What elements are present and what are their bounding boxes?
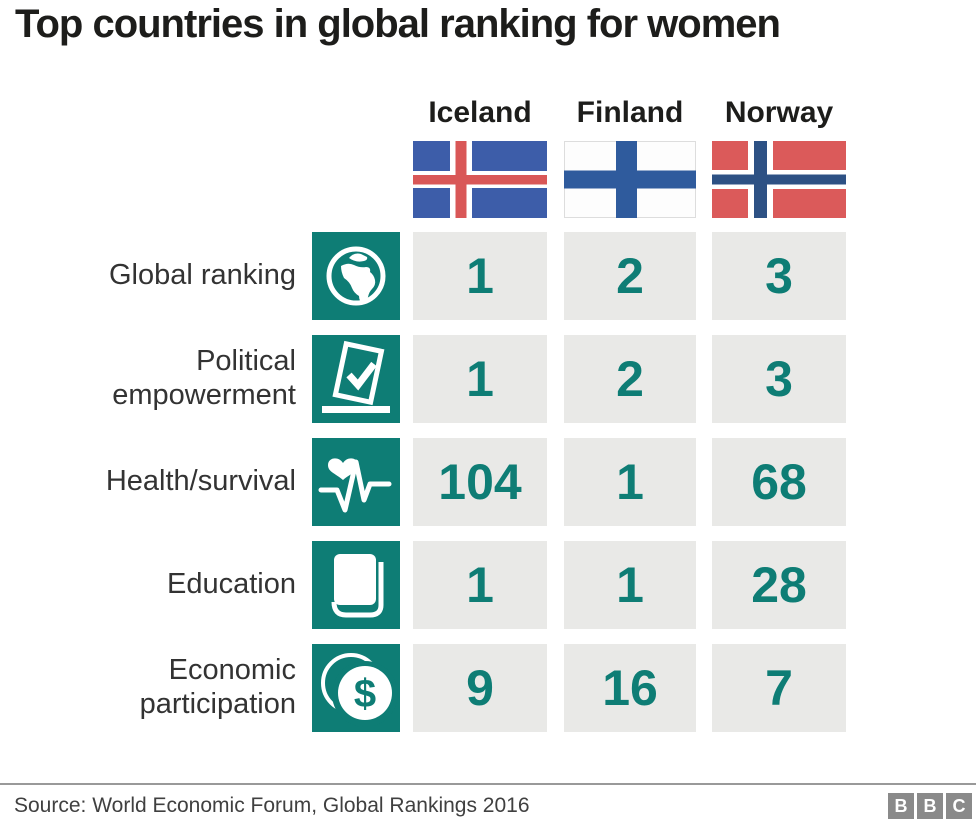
finland-flag-icon: [564, 141, 696, 218]
cell-health-norway: 68: [712, 438, 846, 526]
row-label-line: Health/survival: [105, 465, 296, 498]
cell-political-norway: 3: [712, 335, 846, 423]
coins-icon: $: [312, 644, 400, 732]
heart-pulse-icon: [312, 438, 400, 526]
row-label-line: Economic: [168, 654, 296, 687]
cell-education-finland: 1: [564, 541, 696, 629]
row-label-line: Education: [167, 568, 296, 601]
row-label-line: Political: [196, 345, 296, 378]
row-label-line: Global ranking: [109, 259, 296, 292]
bbc-logo-block: B: [917, 793, 943, 819]
row-label-line: empowerment: [112, 379, 296, 411]
cell-global-ranking-iceland: 1: [413, 232, 547, 320]
ballot-box-icon: [312, 335, 400, 423]
svg-text:$: $: [354, 672, 376, 716]
norway-flag-icon: [712, 141, 846, 218]
cell-political-iceland: 1: [413, 335, 547, 423]
iceland-flag-icon: [413, 141, 547, 218]
row-label-education: Education: [0, 541, 296, 629]
book-icon: [312, 541, 400, 629]
row-label-political-empowerment: Political empowerment: [0, 335, 296, 423]
cell-global-ranking-finland: 2: [564, 232, 696, 320]
cell-education-iceland: 1: [413, 541, 547, 629]
row-label-global-ranking: Global ranking: [0, 232, 296, 320]
cell-global-ranking-norway: 3: [712, 232, 846, 320]
cell-education-norway: 28: [712, 541, 846, 629]
source-text: Source: World Economic Forum, Global Ran…: [14, 794, 530, 817]
cell-economic-norway: 7: [712, 644, 846, 732]
cell-health-finland: 1: [564, 438, 696, 526]
bbc-logo: B B C: [888, 793, 972, 819]
footer-divider: [0, 783, 976, 785]
column-header-iceland: Iceland: [428, 96, 532, 129]
cell-economic-finland: 16: [564, 644, 696, 732]
globe-icon: [312, 232, 400, 320]
row-label-economic-participation: Economic participation: [0, 644, 296, 732]
row-label-line: participation: [139, 688, 296, 720]
cell-political-finland: 2: [564, 335, 696, 423]
bbc-logo-block: B: [888, 793, 914, 819]
column-header-norway: Norway: [724, 96, 834, 129]
column-header-finland: Finland: [576, 96, 684, 129]
cell-health-iceland: 104: [413, 438, 547, 526]
row-label-health-survival: Health/survival: [0, 438, 296, 526]
cell-economic-iceland: 9: [413, 644, 547, 732]
page-title: Top countries in global ranking for wome…: [15, 2, 781, 46]
bbc-logo-block: C: [946, 793, 972, 819]
